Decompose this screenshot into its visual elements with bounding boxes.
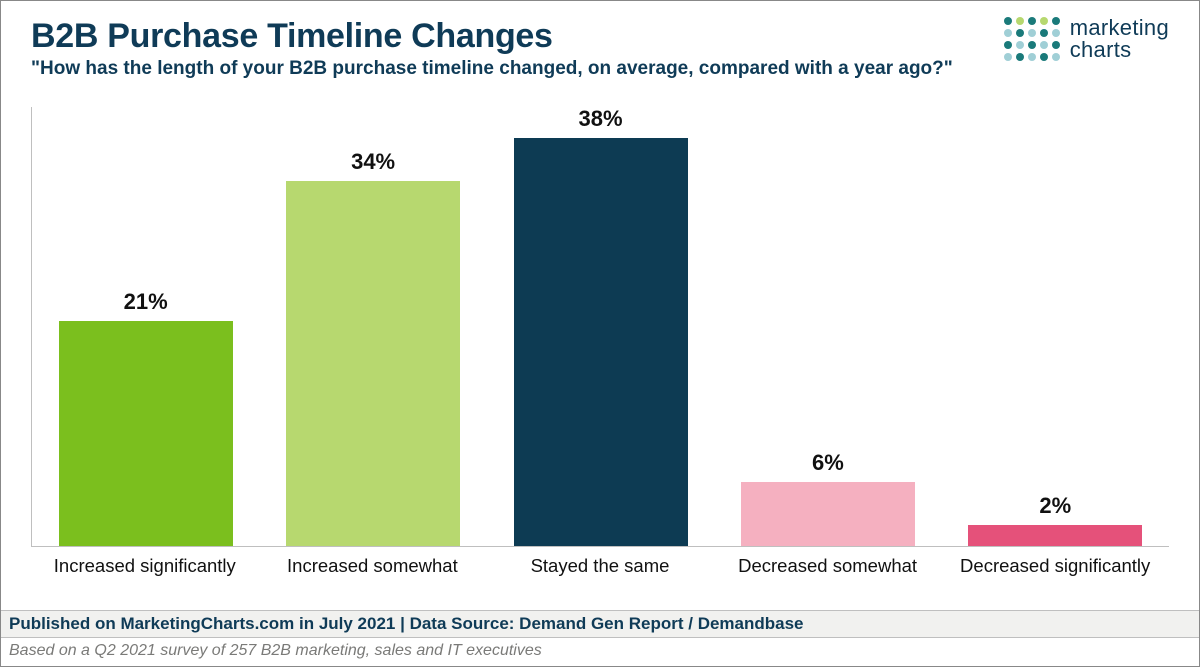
chart-title: B2B Purchase Timeline Changes xyxy=(31,17,1169,56)
logo-dot xyxy=(1004,29,1012,37)
bar-cell: 2% xyxy=(942,107,1169,546)
logo-dot xyxy=(1040,41,1048,49)
logo-dot xyxy=(1052,53,1060,61)
x-axis-tick: Increased somewhat xyxy=(259,547,487,587)
logo-dot xyxy=(1028,53,1036,61)
logo-dot xyxy=(1016,41,1024,49)
logo-dot xyxy=(1040,53,1048,61)
logo-dot xyxy=(1028,41,1036,49)
logo-dot xyxy=(1016,53,1024,61)
logo-text-line2: charts xyxy=(1070,39,1169,61)
logo-text-line1: marketing xyxy=(1070,17,1169,39)
brand-logo: marketing charts xyxy=(1004,17,1169,61)
bar-cell: 6% xyxy=(714,107,941,546)
logo-dot xyxy=(1040,17,1048,25)
chart-subtitle: "How has the length of your B2B purchase… xyxy=(31,58,1169,80)
logo-dot xyxy=(1016,29,1024,37)
footer-methodology: Based on a Q2 2021 survey of 257 B2B mar… xyxy=(1,638,1199,666)
bar-value-label: 2% xyxy=(1039,493,1071,519)
bar-cell: 34% xyxy=(259,107,486,546)
bar-value-label: 38% xyxy=(578,106,622,132)
x-axis: Increased significantlyIncreased somewha… xyxy=(31,547,1169,587)
bar-cell: 38% xyxy=(487,107,714,546)
x-axis-tick: Stayed the same xyxy=(486,547,714,587)
logo-dot xyxy=(1052,41,1060,49)
x-axis-tick: Increased significantly xyxy=(31,547,259,587)
x-axis-tick: Decreased significantly xyxy=(941,547,1169,587)
footer-attribution: Published on MarketingCharts.com in July… xyxy=(1,610,1199,638)
bar-value-label: 21% xyxy=(124,289,168,315)
logo-dot xyxy=(1004,41,1012,49)
plot-region: 21% 34% 38% 6% 2% xyxy=(31,107,1169,547)
logo-dot xyxy=(1004,17,1012,25)
bar xyxy=(514,138,688,546)
logo-dot xyxy=(1028,17,1036,25)
logo-dot xyxy=(1016,17,1024,25)
chart-area: 21% 34% 38% 6% 2% Increased significantlyInc… xyxy=(31,107,1169,587)
bars-container: 21% 34% 38% 6% 2% xyxy=(32,107,1169,546)
bar-cell: 21% xyxy=(32,107,259,546)
logo-dot xyxy=(1052,17,1060,25)
chart-card: B2B Purchase Timeline Changes "How has t… xyxy=(0,0,1200,667)
bar-value-label: 34% xyxy=(351,149,395,175)
bar xyxy=(286,181,460,546)
logo-dot xyxy=(1040,29,1048,37)
bar xyxy=(968,525,1142,546)
bar xyxy=(741,482,915,546)
bar xyxy=(59,321,233,546)
logo-dot xyxy=(1052,29,1060,37)
logo-dot xyxy=(1028,29,1036,37)
logo-dot-grid-icon xyxy=(1004,17,1060,61)
logo-dot xyxy=(1004,53,1012,61)
header: B2B Purchase Timeline Changes "How has t… xyxy=(1,1,1199,84)
x-axis-tick: Decreased somewhat xyxy=(714,547,942,587)
bar-value-label: 6% xyxy=(812,450,844,476)
logo-text: marketing charts xyxy=(1070,17,1169,61)
